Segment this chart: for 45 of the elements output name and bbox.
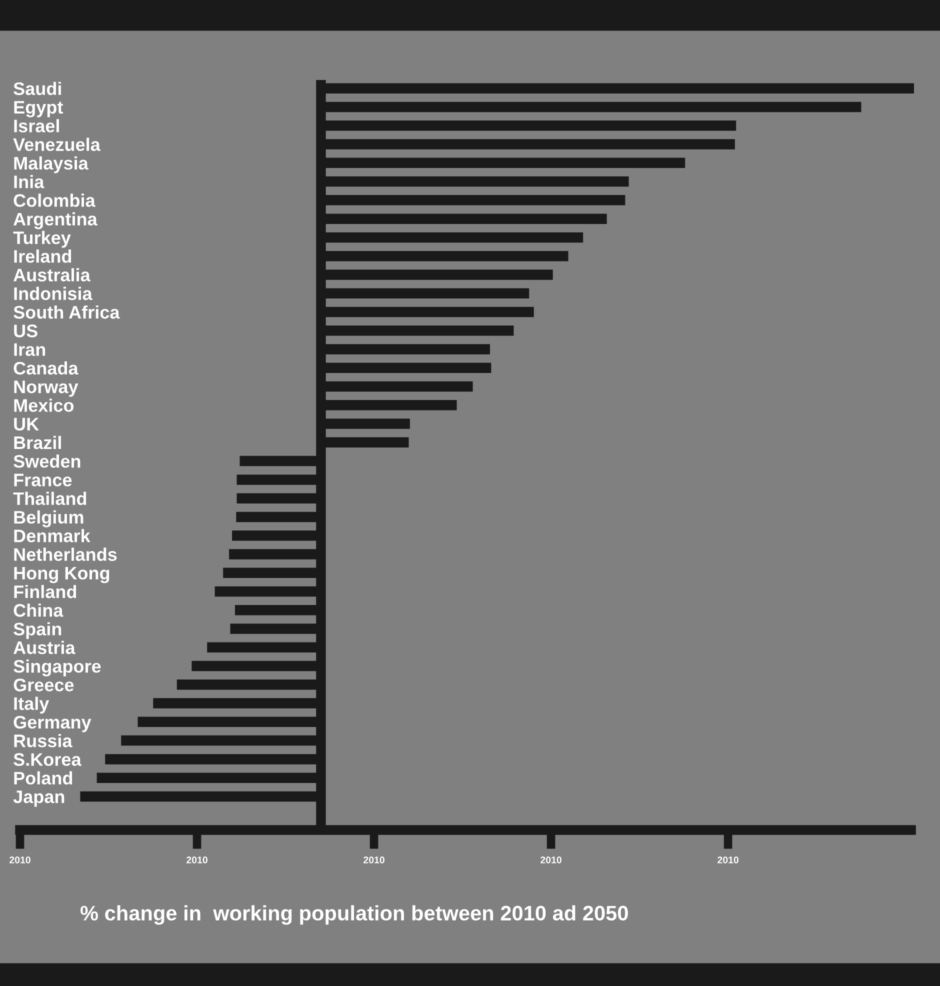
y-tick-label: Austria (14, 640, 76, 654)
text: 2010 (10, 856, 30, 864)
y-tick-label: Italy (14, 696, 50, 714)
y-tick-label: UK (14, 418, 39, 431)
y-tick-label: Egypt (14, 101, 63, 118)
y-tick-label: Turkey (13, 230, 71, 248)
y-tick-label: Netherlands (14, 548, 117, 561)
y-tick-label: Iran (14, 343, 46, 356)
y-tick-label: Thailand (13, 492, 86, 506)
text: 2010 (186, 856, 208, 864)
y-tick-label: Australia (14, 268, 90, 282)
y-tick-label: Germany (14, 716, 92, 732)
y-tick-label: China (14, 604, 64, 617)
text: 2010 (364, 856, 384, 864)
y-tick-label: Malaysia (14, 156, 88, 174)
y-tick-label: Canada (14, 361, 78, 375)
y-tick-label: S.Korea (14, 753, 82, 766)
y-tick-label: Spain (14, 622, 62, 640)
y-tick-label: Ireland (14, 250, 72, 263)
y-tick-label: Colombia (14, 194, 96, 207)
y-tick-label: US (14, 324, 38, 338)
y-tick-label: Inia (14, 175, 44, 188)
y-tick-label: Poland (14, 771, 72, 785)
y-tick-label: Brazil (14, 436, 61, 450)
y-tick-label: South Africa (14, 305, 120, 319)
text: % change in working population between 2010 ad 2050 (80, 905, 628, 925)
y-tick-label: Japan (13, 790, 64, 807)
y-tick-label: Venezuela (13, 138, 100, 152)
y-tick-label: Saudi (14, 82, 61, 96)
y-tick-label: Indonisia (14, 286, 92, 300)
y-tick-label: Singapore (14, 659, 101, 676)
y-tick-label: Israel (14, 119, 59, 132)
y-tick-label: Mexico (14, 398, 74, 412)
y-tick-label: France (14, 474, 72, 486)
y-tick-label: Finland (14, 584, 76, 598)
y-tick-label: Greece (14, 678, 74, 692)
y-tick-label: Sweden (14, 454, 80, 468)
y-tick-label: Norway (14, 380, 78, 397)
text: 2010 (718, 856, 738, 864)
y-tick-label: Argentina (14, 212, 98, 230)
y-tick-label: Hong Kong (14, 566, 110, 584)
y-tick-label: Belgium (14, 510, 84, 528)
y-tick-label: Denmark (14, 529, 90, 542)
y-tick-label: Russia (14, 734, 72, 748)
text: 2010 (540, 856, 562, 864)
